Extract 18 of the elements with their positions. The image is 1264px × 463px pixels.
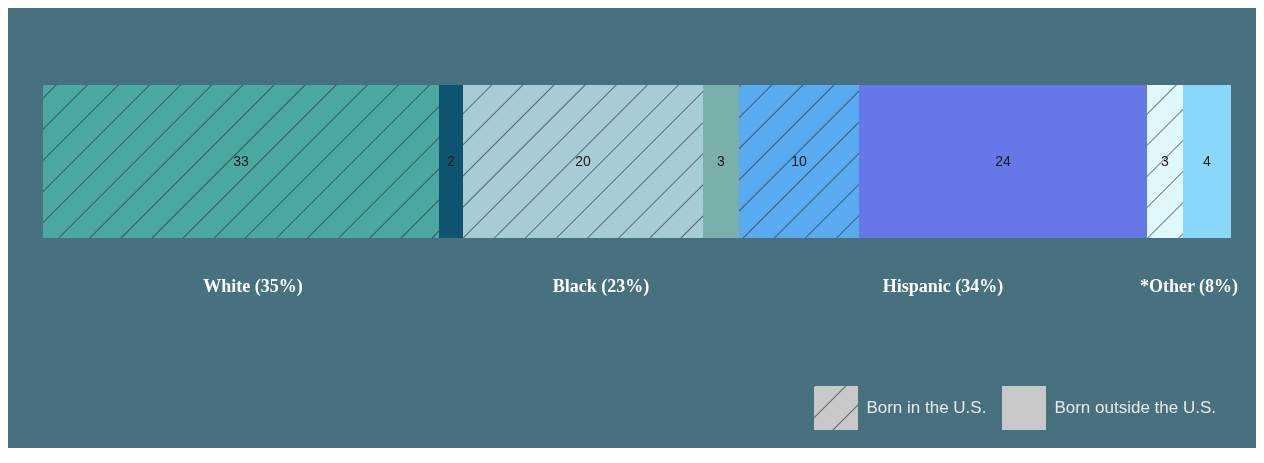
text: Born outside the U.S. [1054,398,1216,418]
data-label: 3 [717,153,726,170]
text: Hispanic (34%) [881,276,1005,297]
text: White (35%) [202,276,304,297]
data-label: 3 [1161,153,1170,170]
bar [1183,85,1231,238]
data-label: 10 [791,153,807,170]
data-label: 2 [447,153,456,170]
data-label: 20 [575,153,591,170]
bar [859,85,1147,238]
data-label: 4 [1203,153,1212,170]
data-label: 33 [233,153,249,170]
data-label: 24 [995,153,1011,170]
bar [439,85,463,238]
text: *Other (8%) [1138,276,1240,297]
text: Black (23%) [551,276,651,297]
text: Born in the U.S. [866,398,987,418]
bar [703,85,739,238]
